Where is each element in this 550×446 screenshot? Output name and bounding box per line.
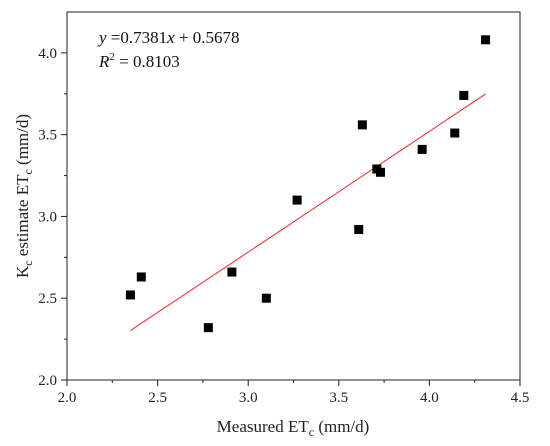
x-axis-title-subscript: c	[309, 425, 314, 439]
x-axis-title-main: Measured ET	[217, 417, 310, 436]
data-point	[354, 225, 364, 235]
data-points	[125, 35, 491, 333]
y-tick-label: 4.0	[38, 46, 57, 62]
data-point	[292, 195, 302, 205]
y-axis-title: Kc estimate ETc (mm/d)	[13, 114, 35, 278]
data-point	[136, 272, 146, 282]
equation-intercept: + 0.5678	[175, 28, 240, 47]
data-point	[125, 290, 135, 300]
x-tick-label: 2.0	[58, 390, 77, 406]
data-point	[375, 167, 385, 177]
data-point	[261, 293, 271, 303]
regression-line	[130, 93, 486, 331]
x-axis-title: Measured ETc (mm/d)	[217, 417, 370, 439]
regression-equation: y =0.7381x + 0.5678	[97, 28, 240, 47]
y-axis-ticks: 2.0 2.5 3.0 3.5 4.0	[38, 46, 67, 389]
y-axis-title-unit: (mm/d)	[13, 114, 32, 169]
y-tick-label: 3.5	[38, 128, 57, 144]
y-axis-title-subscript-1: c	[21, 260, 35, 265]
r-squared: R2 = 0.8103	[98, 51, 180, 71]
equation-x-symbol: x	[166, 28, 175, 47]
y-axis-title-middle: estimate ET	[13, 174, 32, 261]
data-point	[417, 144, 427, 154]
y-tick-label: 2.5	[38, 291, 57, 307]
x-tick-label: 2.5	[148, 390, 167, 406]
y-axis-title-k: K	[13, 265, 32, 278]
x-tick-label: 4.5	[511, 390, 530, 406]
data-point	[227, 267, 237, 277]
data-point	[459, 90, 469, 100]
equation-y-symbol: y	[97, 28, 107, 47]
data-point	[450, 128, 460, 138]
data-point	[357, 120, 367, 130]
y-tick-label: 2.0	[38, 373, 57, 389]
data-point	[481, 35, 491, 45]
r-squared-exponent: 2	[109, 51, 115, 63]
x-axis-title-unit: (mm/d)	[314, 417, 369, 436]
x-axis-ticks: 2.0 2.5 3.0 3.5 4.0 4.5	[58, 380, 530, 406]
x-tick-label: 3.0	[239, 390, 258, 406]
r-squared-value: = 0.8103	[115, 52, 180, 71]
equation-slope: =0.7381	[107, 28, 168, 47]
r-squared-symbol: R	[98, 52, 110, 71]
y-tick-label: 3.0	[38, 209, 57, 225]
x-tick-label: 3.5	[329, 390, 348, 406]
y-axis-title-subscript-2: c	[21, 169, 35, 174]
x-tick-label: 4.0	[420, 390, 439, 406]
data-point	[203, 323, 213, 333]
